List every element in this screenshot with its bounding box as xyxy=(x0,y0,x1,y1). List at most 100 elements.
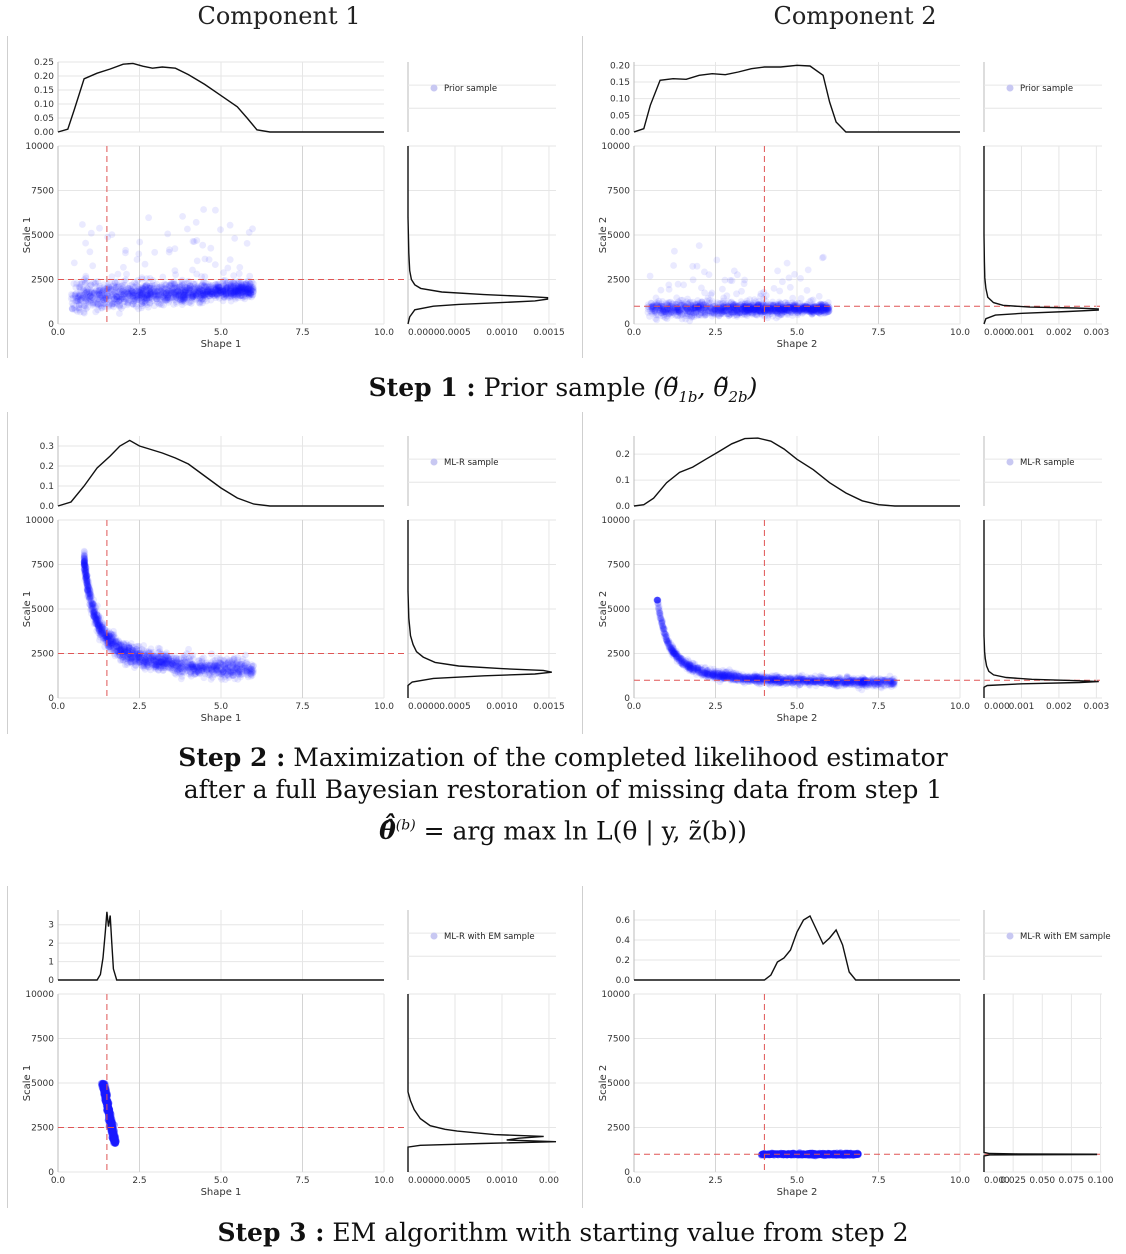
scatter-point xyxy=(781,306,789,313)
scatter-point xyxy=(74,293,82,301)
scatter-point xyxy=(654,306,662,313)
scatter-point xyxy=(756,308,764,315)
scatter-point xyxy=(719,306,726,314)
scatter-points xyxy=(80,547,257,683)
left-rule-row2 xyxy=(7,412,8,734)
scatter-point xyxy=(825,305,832,312)
scatter-point xyxy=(676,300,684,307)
right-density-tick-label: 0.0010 xyxy=(486,328,518,338)
scatter-point xyxy=(224,293,232,301)
scatter-point xyxy=(645,303,653,311)
scatter-point xyxy=(718,308,726,316)
scatter-point xyxy=(746,305,754,313)
scatter-point xyxy=(780,308,788,316)
scatter-point xyxy=(646,307,654,315)
scatter-point xyxy=(92,308,100,316)
scatter-point xyxy=(153,287,161,295)
scatter-point xyxy=(139,286,147,294)
scatter-point xyxy=(213,667,220,675)
scatter-point xyxy=(176,296,184,303)
scatter-point xyxy=(129,288,136,296)
scatter-point xyxy=(661,306,669,314)
scatter-point xyxy=(200,282,208,289)
scatter-point xyxy=(183,284,191,291)
scatter-point xyxy=(674,307,682,314)
scatter-point xyxy=(68,305,76,313)
scatter-point xyxy=(662,314,669,322)
scatter-point xyxy=(702,303,710,311)
scatter-point xyxy=(177,675,185,683)
scatter-point xyxy=(741,311,749,318)
scatter-point xyxy=(185,299,193,306)
scatter-point xyxy=(219,286,227,293)
scatter-point xyxy=(748,301,756,309)
scatter-point xyxy=(90,296,98,304)
scatter-point xyxy=(147,666,155,674)
scatter-point xyxy=(209,291,217,298)
scatter-point xyxy=(743,306,751,314)
scatter-point xyxy=(743,310,750,318)
scatter-point xyxy=(160,301,167,309)
scatter-point xyxy=(194,290,202,297)
scatter-point xyxy=(130,300,137,308)
scatter-point xyxy=(246,285,254,293)
scatter-point xyxy=(819,305,827,313)
scatter-point xyxy=(111,288,119,296)
scatter-point xyxy=(232,291,239,298)
scatter-point xyxy=(680,302,688,310)
scatter-point xyxy=(77,287,84,295)
scatter-point xyxy=(230,272,238,279)
scatter-point xyxy=(226,289,234,297)
scatter-point xyxy=(136,289,144,297)
scatter-point xyxy=(229,288,236,296)
scatter-point xyxy=(92,279,99,286)
scatter-point xyxy=(712,310,720,318)
scatter-point xyxy=(190,285,197,292)
scatter-point xyxy=(760,288,768,296)
scatter-point xyxy=(229,282,237,290)
scatter-point xyxy=(233,283,241,291)
scatter-point xyxy=(212,206,219,214)
scatter-point xyxy=(185,288,193,296)
scatter-point xyxy=(216,286,224,294)
scatter-point xyxy=(117,294,125,301)
scatter-point xyxy=(249,291,256,299)
scatter-point xyxy=(652,294,660,302)
scatter-point xyxy=(241,291,248,298)
scatter-point xyxy=(726,277,734,284)
scatter-point xyxy=(232,286,240,294)
scatter-x-tick-label: 0.0 xyxy=(627,702,642,712)
scatter-point xyxy=(649,303,657,311)
scatter-point xyxy=(687,310,694,318)
scatter-point xyxy=(788,304,796,312)
scatter-point xyxy=(214,287,222,295)
scatter-point xyxy=(88,293,96,301)
scatter-point xyxy=(242,290,250,297)
scatter-point xyxy=(739,306,746,313)
scatter-point xyxy=(220,293,228,301)
scatter-point xyxy=(169,291,177,298)
scatter-point xyxy=(805,305,812,312)
scatter-point xyxy=(178,280,186,288)
scatter-point xyxy=(176,283,183,291)
scatter-point xyxy=(71,291,79,299)
scatter-point xyxy=(172,283,179,290)
scatter-point xyxy=(113,295,121,303)
scatter-point xyxy=(80,553,88,560)
scatter-point xyxy=(164,292,172,299)
scatter-point xyxy=(780,303,788,310)
scatter-point xyxy=(777,311,785,319)
scatter-point xyxy=(650,305,657,312)
scatter-point xyxy=(796,307,804,314)
scatter-point xyxy=(798,305,806,313)
scatter-point xyxy=(134,292,142,299)
scatter-point xyxy=(125,655,133,663)
scatter-point xyxy=(175,290,183,298)
scatter-point xyxy=(111,284,119,292)
scatter-point xyxy=(124,298,132,306)
scatter-point xyxy=(191,289,198,297)
scatter-point xyxy=(208,290,216,298)
scatter-point xyxy=(189,288,197,296)
scatter-point xyxy=(127,286,135,293)
scatter-point xyxy=(176,291,184,299)
